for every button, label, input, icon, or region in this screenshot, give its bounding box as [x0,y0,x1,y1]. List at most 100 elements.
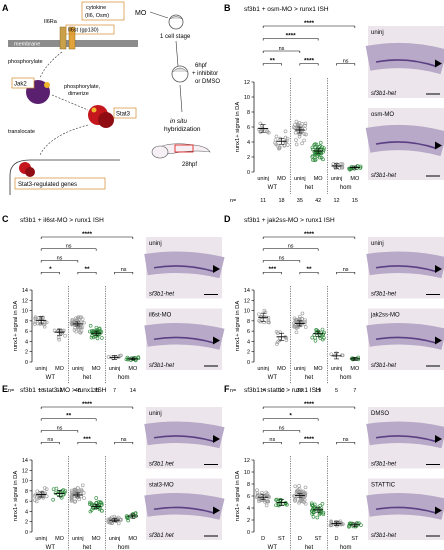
data-point [133,511,138,515]
data-point [265,128,269,133]
image-label-bottom: sf3b1-het [371,462,396,468]
y-tick-label: 2 [247,155,250,161]
data-point [125,515,129,520]
image-label-bottom: sf3b1-het [371,363,396,369]
genes-box [14,177,106,190]
n-label: n= [230,388,236,394]
data-point [310,155,315,159]
data-point [265,499,270,504]
x-tick-label: ST [315,536,323,542]
group-label: WT [268,185,278,191]
embryo-yolk [151,145,169,159]
group-label: hom [118,375,130,381]
data-point [79,494,84,499]
data-point [293,130,298,135]
data-point [88,323,93,328]
n-value: 35 [297,198,303,204]
panel-b: B sf3b1 + osm-MO > runx1 ISH 0 2 4 6 8 10 12 ru… [224,3,444,204]
significance-label: ** [270,57,276,64]
panel-e: E sf3b1 + stat3-MO > runx1 ISH 0 2 4 6 8 10 12… [2,384,225,550]
data-point [37,496,41,500]
data-point [304,132,308,137]
il6ra-receptor [59,26,67,50]
significance-label: ns [279,46,285,52]
image-label-bottom: sf3b1 het [149,462,174,468]
inhibitor-label: + inhibitor [192,71,218,77]
jak2-box [11,77,35,89]
x-tick-label: MO [55,366,65,372]
data-point [51,497,55,502]
x-tick-label: uninj [72,536,84,542]
group-label: hom [340,375,352,381]
data-point [274,329,279,334]
timeline-arrow-2 [179,84,183,113]
n-value: 14 [260,388,266,394]
data-point [303,121,308,126]
data-point [303,127,307,131]
data-point [320,502,325,506]
y-tick-label: 0 [25,530,28,536]
group-label: hom [118,545,130,550]
ish-signal [375,435,437,443]
da-region-box [174,144,194,153]
significance-label: ns [57,255,63,261]
data-point [318,140,323,145]
x-tick-label: MO [314,366,324,372]
x-tick-label: uninj [294,176,306,182]
data-point [70,498,75,503]
six-hpf-cap [172,67,188,73]
x-tick-label: uninj [109,536,121,542]
y-tick-label: 14 [22,288,28,294]
data-point [322,336,326,340]
il6st-label: Il6st (gp130) [68,28,99,34]
data-point [284,338,289,342]
data-point [33,322,37,326]
x-tick-label: uninj [35,536,47,542]
data-point [82,496,86,500]
group-label: het [83,545,92,550]
group-label: het [305,375,314,381]
data-point [333,522,338,527]
significance-label: ns [343,58,349,64]
data-point [125,516,130,521]
data-point [351,357,355,362]
data-point [297,314,302,319]
arrowhead-icon [435,434,442,443]
data-point [94,325,99,330]
y-tick-label: 2 [25,520,28,526]
data-point [97,505,101,509]
y-tick-label: 4 [25,339,28,345]
jak2-phosphate [44,82,50,88]
data-point [42,324,47,329]
panel-c: C sf3b1 + il6st-MO > runx1 ISH 0 2 4 6 8 10 12… [2,214,225,394]
data-point [257,312,261,317]
data-point [294,138,298,142]
n-value: 42 [315,198,321,204]
data-point [293,494,297,498]
data-point [116,521,121,526]
cytokine-label: cytokine [86,5,106,11]
n-value: 48 [75,388,81,394]
y-tick-label: 0 [247,170,250,176]
n-value: 15 [352,198,358,204]
data-point [303,485,308,490]
data-point [260,490,264,495]
data-point [69,488,74,493]
n-label: n= [230,198,236,204]
data-point [33,320,38,325]
n-value: 12 [333,198,339,204]
y-tick-label: 6 [247,494,250,500]
mo-label: MO [135,10,147,17]
significance-label: *** [83,436,91,443]
y-tick-label: 8 [247,319,250,325]
x-tick-label: uninj [35,366,47,372]
data-point [312,158,317,162]
data-point [35,489,40,494]
data-point [296,488,300,492]
il6st-box [65,24,115,35]
x-tick-label: uninj [257,176,269,182]
data-point [300,141,304,146]
data-point [322,146,326,150]
dimerize-arrow [51,94,89,111]
data-point [51,487,56,491]
